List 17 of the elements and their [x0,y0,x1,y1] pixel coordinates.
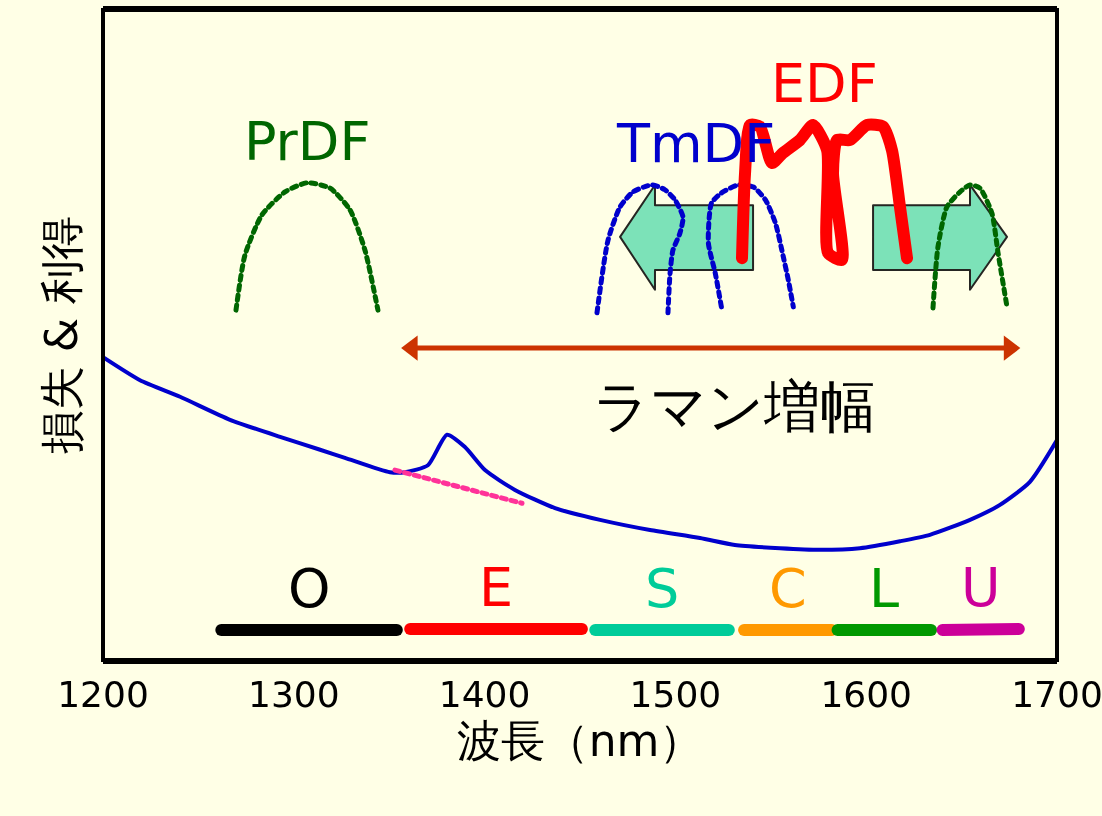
annotation: ラマン増幅 [593,374,876,439]
y-axis-title: 損失 & 利得 [36,215,88,455]
x-tick-label: 1200 [57,674,149,716]
series-label: C [769,557,807,620]
x-tick-label: 1500 [629,674,722,716]
series-label: EDF [771,52,878,115]
x-tick-label: 1600 [820,674,913,716]
series-label: L [869,557,900,620]
x-axis-title: 波長（nm） [456,715,704,767]
series-label: U [961,556,1001,619]
series-label: PrDF [244,110,371,173]
series-label: S [645,557,680,620]
x-tick-label: 1400 [438,674,531,716]
series-label: O [288,557,331,620]
x-tick-label: 1700 [1011,674,1102,716]
x-tick-label: 1300 [247,674,340,716]
series-label: E [479,556,514,619]
